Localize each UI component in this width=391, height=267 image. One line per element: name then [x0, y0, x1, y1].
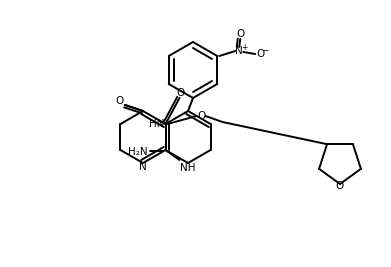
Text: N: N — [235, 46, 243, 56]
Text: H₂N: H₂N — [128, 147, 147, 157]
Text: HN: HN — [149, 119, 164, 129]
Text: O: O — [256, 49, 264, 59]
Text: O: O — [197, 111, 206, 121]
Text: O: O — [236, 29, 244, 39]
Text: O: O — [176, 88, 185, 98]
Text: O: O — [116, 96, 124, 106]
Text: O: O — [336, 181, 344, 191]
Text: N: N — [139, 162, 147, 172]
Text: NH: NH — [180, 163, 196, 173]
Text: +: + — [241, 42, 248, 52]
Text: −: − — [262, 45, 269, 54]
